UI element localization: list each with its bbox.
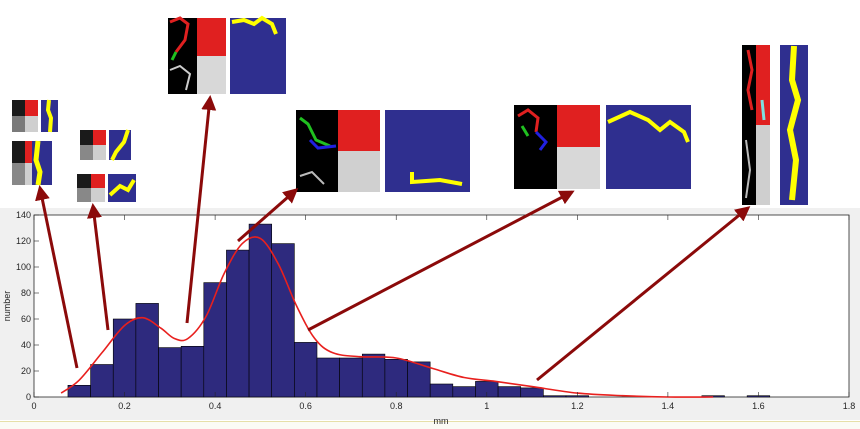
sample-patch-1 bbox=[12, 99, 58, 133]
x-tick-label: 1.2 bbox=[571, 401, 584, 411]
y-axis-label: number bbox=[2, 291, 12, 322]
x-tick-label: 1.6 bbox=[752, 401, 765, 411]
arrow-1 bbox=[35, 185, 79, 369]
x-tick-label: 1.8 bbox=[843, 401, 856, 411]
arrow-4 bbox=[237, 188, 299, 243]
y-tick-label: 40 bbox=[21, 340, 31, 350]
histogram-bar bbox=[90, 364, 114, 398]
histogram-bar bbox=[203, 282, 227, 398]
fit-curve bbox=[60, 236, 714, 398]
arrow-2 bbox=[86, 203, 110, 331]
y-tick-label: 60 bbox=[21, 314, 31, 324]
y-tick-label: 80 bbox=[21, 288, 31, 298]
annotation-arrows bbox=[35, 95, 751, 382]
histogram-bar bbox=[497, 386, 522, 398]
x-tick-label: 0.4 bbox=[209, 401, 222, 411]
histogram-bar bbox=[520, 387, 544, 398]
sample-patch-4 bbox=[77, 174, 136, 202]
x-tick-label: 0.6 bbox=[299, 401, 312, 411]
arrow-3 bbox=[185, 95, 217, 324]
histogram-bar bbox=[429, 383, 454, 398]
y-tick-label: 120 bbox=[16, 236, 31, 246]
histogram-bar bbox=[294, 342, 318, 398]
histogram-bar bbox=[112, 318, 137, 398]
y-axis-ticks: 0 20 40 60 80 100 120 140 bbox=[16, 210, 39, 402]
y-tick-label: 0 bbox=[26, 392, 31, 402]
histogram-bar bbox=[452, 386, 476, 398]
sample-patch-8 bbox=[742, 45, 808, 205]
sample-patch-7 bbox=[514, 105, 691, 189]
histogram-bar bbox=[339, 357, 363, 398]
y-tick-label: 20 bbox=[21, 366, 31, 376]
y-tick-label: 140 bbox=[16, 210, 31, 220]
histogram-bars bbox=[67, 223, 771, 398]
sample-patch-2 bbox=[12, 140, 52, 186]
x-tick-label: 1 bbox=[484, 401, 489, 411]
y-tick-label: 100 bbox=[16, 262, 31, 272]
arrow-6 bbox=[536, 206, 751, 382]
histogram-bar bbox=[248, 223, 273, 398]
sample-patch-5 bbox=[168, 15, 286, 94]
fit-curve-group bbox=[60, 236, 714, 398]
histogram-bar bbox=[543, 395, 567, 398]
sample-patch-6 bbox=[296, 110, 470, 192]
histogram-bar bbox=[180, 345, 205, 398]
x-axis-ticks: 0 0.2 0.4 0.6 0.8 1 1.2 1.4 1.6 1.8 bbox=[31, 215, 855, 411]
x-tick-label: 0.2 bbox=[118, 401, 131, 411]
arrow-5 bbox=[307, 190, 575, 332]
sample-patch-3 bbox=[80, 129, 131, 161]
histogram-bar bbox=[407, 361, 431, 398]
x-tick-label: 1.4 bbox=[662, 401, 675, 411]
x-tick-label: 0.8 bbox=[390, 401, 403, 411]
x-tick-label: 0 bbox=[31, 401, 36, 411]
histogram-bar bbox=[271, 243, 295, 398]
window-bottom-edge bbox=[0, 421, 860, 429]
histogram-bar bbox=[158, 347, 182, 398]
x-axis-label: mm bbox=[434, 416, 449, 426]
histogram-bar bbox=[226, 249, 250, 398]
histogram-bar bbox=[316, 357, 340, 398]
histogram-bar bbox=[361, 353, 386, 398]
histogram-bar bbox=[384, 358, 408, 398]
